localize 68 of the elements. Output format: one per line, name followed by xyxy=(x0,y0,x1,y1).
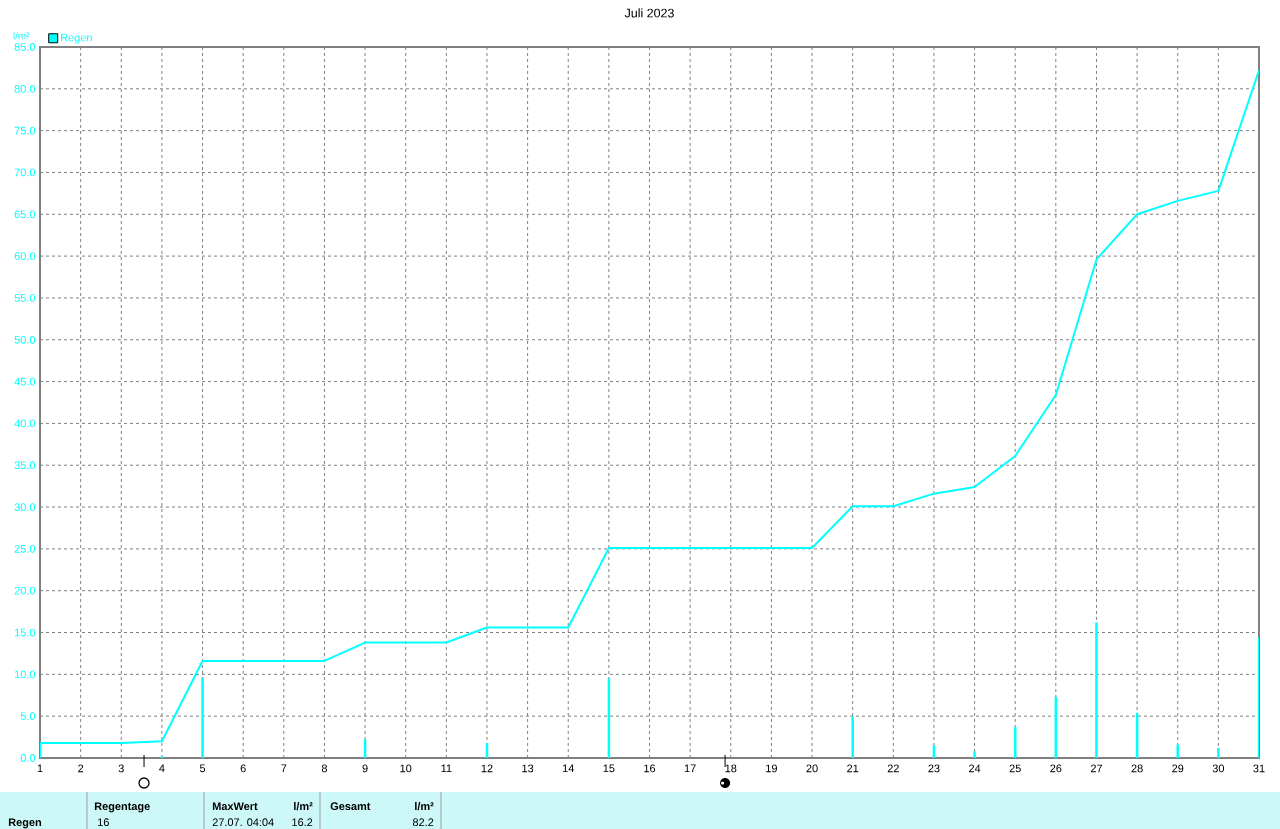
y-tick-label: 0.0 xyxy=(20,754,36,762)
x-tick-label: 15 xyxy=(603,764,615,773)
bar xyxy=(851,716,854,758)
text: l/m² xyxy=(415,802,434,811)
text: MaxWert xyxy=(212,802,258,811)
y-tick-label: 50.0 xyxy=(14,335,36,344)
y-tick-label: 10.0 xyxy=(14,670,36,679)
legend-label: Regen xyxy=(61,33,92,44)
y-tick-label: 5.0 xyxy=(20,712,36,721)
x-tick-label: 19 xyxy=(766,764,777,773)
text: 27.07. 04:04 xyxy=(212,818,274,827)
x-tick-label: 30 xyxy=(1212,764,1225,773)
bar xyxy=(1217,747,1220,758)
x-tick-label: 24 xyxy=(969,764,981,773)
y-tick-label: 45.0 xyxy=(14,377,36,386)
x-tick-label: 1 xyxy=(37,764,43,773)
bar xyxy=(1095,622,1098,758)
text: 16.2 xyxy=(292,818,313,827)
x-tick-label: 17 xyxy=(684,764,696,773)
text: Regen xyxy=(8,818,42,829)
bar xyxy=(973,751,976,758)
x-tick-label: 13 xyxy=(522,764,534,773)
y-tick-label: 60.0 xyxy=(14,252,36,260)
x-tick-label: 22 xyxy=(887,764,899,773)
y-tick-label: 65.0 xyxy=(14,210,36,219)
x-tick-label: 12 xyxy=(481,764,493,773)
x-tick-label: 10 xyxy=(400,764,412,773)
text: 16 xyxy=(98,818,109,827)
y-axis-title: l/m² xyxy=(13,32,30,40)
y-tick-label: 55.0 xyxy=(14,294,36,302)
x-tick-label: 28 xyxy=(1131,764,1143,773)
x-tick-label: 6 xyxy=(240,764,246,773)
x-tick-label: 26 xyxy=(1050,764,1062,773)
y-tick-label: 85.0 xyxy=(14,43,36,51)
x-tick-label: 16 xyxy=(644,764,656,773)
text: Gesamt xyxy=(330,802,371,811)
bar xyxy=(201,677,204,758)
x-tick-label: 20 xyxy=(806,764,818,773)
y-tick-label: 40.0 xyxy=(14,419,36,428)
x-tick-label: 5 xyxy=(199,764,206,773)
text: 82.2 xyxy=(412,818,434,827)
x-tick-label: 7 xyxy=(281,764,287,773)
x-tick-label: 23 xyxy=(928,764,940,773)
y-tick-label: 35.0 xyxy=(14,461,36,470)
bar xyxy=(1176,744,1179,758)
x-tick-label: 27 xyxy=(1090,764,1103,773)
x-tick-label: 2 xyxy=(78,764,84,773)
x-tick-label: 3 xyxy=(118,764,124,773)
x-tick-label: 11 xyxy=(441,764,452,773)
y-tick-label: 20.0 xyxy=(14,586,36,595)
x-tick-label: 29 xyxy=(1172,764,1184,773)
text: Regentage xyxy=(94,802,150,813)
y-tick-label: 15.0 xyxy=(14,628,36,637)
y-tick-label: 70.0 xyxy=(14,168,36,177)
x-tick-label: 9 xyxy=(362,764,368,773)
x-tick-label: 18 xyxy=(725,764,737,773)
y-tick-label: 80.0 xyxy=(14,84,36,93)
x-tick-label: 8 xyxy=(321,764,327,773)
x-tick-label: 31 xyxy=(1253,764,1265,773)
y-tick-label: 75.0 xyxy=(14,126,36,135)
y-tick-label: 30.0 xyxy=(14,503,36,511)
x-tick-label: 25 xyxy=(1009,764,1021,773)
y-tick-label: 25.0 xyxy=(14,545,36,553)
x-tick-label: 4 xyxy=(159,764,165,773)
chart-title: Juli 2023 xyxy=(624,8,674,18)
text: l/m² xyxy=(294,802,313,811)
x-tick-label: 14 xyxy=(562,764,574,773)
x-tick-label: 21 xyxy=(847,764,859,773)
